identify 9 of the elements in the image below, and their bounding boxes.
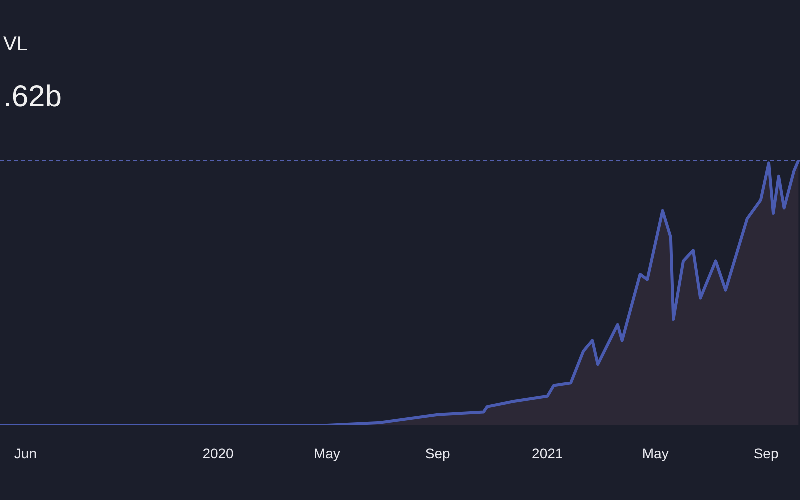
x-tick-label: May <box>314 446 340 462</box>
x-tick-label: Sep <box>425 446 451 462</box>
chart-subtitle: .62b <box>4 80 62 114</box>
x-tick-label: Sep <box>754 446 779 462</box>
x-tick-label: Jun <box>14 446 37 462</box>
x-tick-label: 2020 <box>202 446 234 462</box>
chart-title: VL <box>4 34 28 56</box>
x-tick-label: May <box>642 446 669 462</box>
x-tick-label: 2021 <box>532 446 564 462</box>
